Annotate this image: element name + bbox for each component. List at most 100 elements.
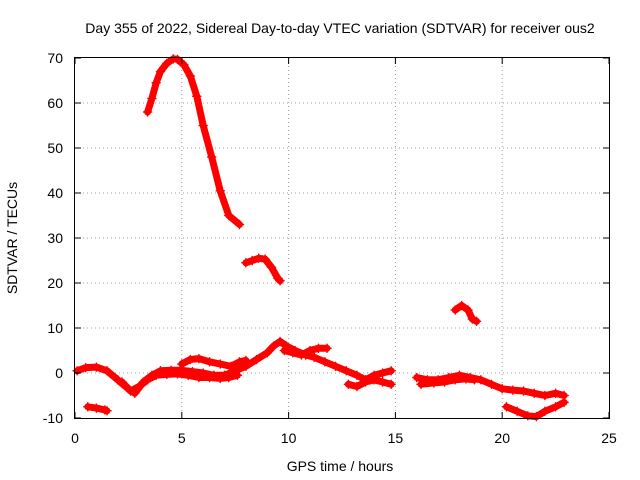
data-point — [275, 276, 285, 286]
data-point — [198, 120, 208, 131]
data-point — [185, 71, 196, 81]
data-point — [456, 300, 467, 311]
data-point — [83, 402, 93, 412]
data-point — [463, 305, 473, 315]
data-point — [320, 357, 330, 367]
data-point — [550, 402, 561, 412]
x-tick-label: 5 — [178, 430, 186, 446]
data-point — [142, 107, 153, 117]
y-tick-label: 70 — [47, 50, 63, 66]
data-point — [192, 91, 202, 101]
y-tick-label: 20 — [47, 275, 63, 291]
data-point — [234, 219, 245, 230]
data-point — [497, 384, 507, 394]
series-arc-8 — [344, 376, 395, 390]
data-point — [266, 262, 277, 272]
data-point — [469, 375, 480, 385]
data-point — [204, 372, 215, 383]
data-point — [268, 341, 279, 351]
data-point — [518, 386, 529, 396]
data-point — [142, 375, 153, 385]
data-point — [343, 379, 354, 389]
data-point — [416, 379, 426, 389]
data-point — [279, 345, 290, 356]
data-point — [330, 361, 341, 371]
data-point — [134, 381, 144, 392]
data-point — [224, 210, 234, 221]
data-point — [369, 375, 379, 385]
data-point — [179, 60, 189, 70]
data-point — [80, 362, 91, 373]
data-point — [352, 381, 362, 392]
y-axis-label: SDTVAR / TECUs — [4, 182, 20, 294]
data-point — [386, 379, 396, 389]
data-point — [341, 366, 352, 376]
data-point — [559, 397, 569, 407]
data-point — [234, 357, 245, 367]
y-tick-label: 40 — [47, 185, 63, 201]
data-point — [151, 370, 161, 380]
x-axis-label: GPS time / hours — [287, 458, 394, 474]
y-tick-label: 50 — [47, 140, 63, 156]
data-point — [183, 370, 193, 380]
series-arc-2 — [242, 254, 284, 285]
x-tick-label: 15 — [388, 430, 404, 446]
data-point — [172, 54, 183, 65]
data-point — [439, 377, 450, 387]
data-point — [508, 385, 518, 395]
data-point — [550, 388, 561, 398]
data-point — [151, 78, 161, 88]
x-tick-label: 10 — [281, 430, 297, 446]
grid — [75, 58, 609, 418]
data-point — [251, 354, 262, 365]
data-point — [288, 348, 298, 358]
data-point — [360, 377, 371, 387]
data-point — [102, 366, 112, 376]
data-point — [117, 377, 127, 387]
data-point — [275, 336, 285, 347]
data-point — [102, 406, 112, 416]
data-point — [241, 355, 251, 366]
data-point — [540, 406, 550, 416]
data-point — [241, 258, 251, 268]
plot-frame — [74, 57, 610, 419]
data-point — [232, 370, 243, 380]
y-tick-label: -10 — [43, 410, 63, 426]
data-point — [215, 359, 225, 369]
series-layer — [72, 54, 569, 422]
x-tick-label: 25 — [601, 430, 617, 446]
data-point — [296, 350, 307, 360]
data-point — [172, 369, 183, 379]
tick-labels: 0 5 10 15 20 25 -10 0 10 20 30 40 50 60 70 — [43, 50, 617, 446]
data-point — [91, 403, 102, 413]
data-point — [471, 316, 482, 326]
data-point — [91, 362, 102, 372]
data-point — [262, 348, 272, 358]
y-tick-label: 60 — [47, 95, 63, 111]
data-point — [260, 254, 270, 264]
data-point — [377, 368, 388, 378]
data-point — [194, 372, 204, 383]
data-point — [309, 352, 319, 362]
data-point — [177, 359, 187, 369]
data-point — [486, 379, 497, 389]
data-point — [529, 388, 539, 398]
y-tick-label: 30 — [47, 230, 63, 246]
x-tick-label: 20 — [494, 430, 510, 446]
data-point — [450, 375, 460, 385]
data-point — [224, 372, 234, 383]
data-point — [450, 305, 460, 315]
data-point — [501, 402, 512, 412]
data-point — [215, 186, 225, 196]
data-point — [206, 152, 217, 162]
data-point — [194, 353, 204, 364]
data-point — [305, 345, 315, 356]
data-point — [226, 361, 236, 371]
data-point — [429, 378, 439, 388]
data-point — [247, 255, 258, 266]
chart-title: Day 355 of 2022, Sidereal Day-to-day VTE… — [85, 20, 595, 36]
data-point — [531, 411, 542, 422]
data-point — [162, 58, 172, 69]
data-point — [352, 370, 362, 380]
data-point — [162, 369, 172, 380]
